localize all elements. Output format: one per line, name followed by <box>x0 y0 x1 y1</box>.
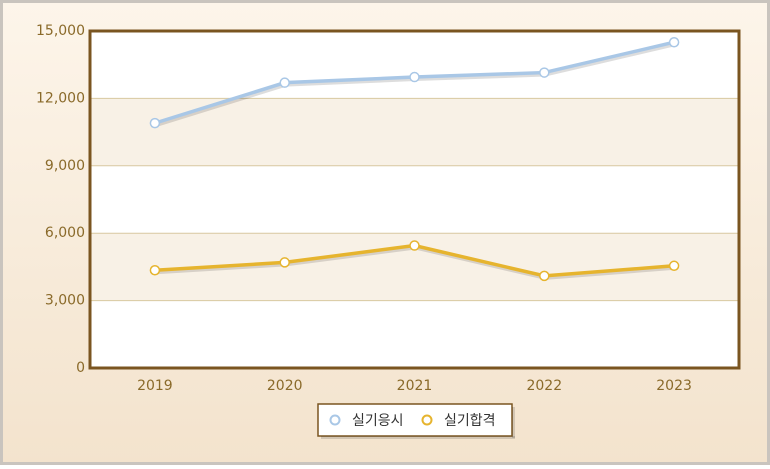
data-point <box>279 257 290 268</box>
y-tick-label: 3,000 <box>45 293 85 309</box>
legend: 실기응시 실기합격 <box>317 403 515 439</box>
data-point <box>539 67 550 78</box>
legend-marker <box>421 414 433 426</box>
data-point <box>149 265 161 276</box>
x-tick-label: 2022 <box>526 378 562 394</box>
legend-label: 실기응시 <box>352 413 404 429</box>
legend-marker <box>329 414 341 426</box>
data-point <box>539 270 550 282</box>
x-tick-label: 2019 <box>137 378 173 394</box>
x-tick-label: 2023 <box>656 378 692 394</box>
legend-label: 실기합격 <box>444 413 496 429</box>
data-point <box>279 77 290 88</box>
x-tick-label: 2021 <box>397 378 433 394</box>
plot-border <box>88 29 741 370</box>
data-point <box>409 240 420 251</box>
y-tick-label: 15,000 <box>36 23 85 39</box>
data-point <box>668 36 680 48</box>
plot-area <box>90 31 739 368</box>
grid-band <box>90 98 739 166</box>
data-point <box>149 117 161 129</box>
data-point <box>409 71 420 83</box>
y-tick-label: 9,000 <box>45 158 85 174</box>
legend-box <box>317 403 513 437</box>
y-tick-label: 6,000 <box>45 225 85 241</box>
data-point <box>668 260 680 272</box>
y-tick-label: 12,000 <box>36 90 85 106</box>
x-tick-label: 2020 <box>267 378 303 394</box>
legend-shadow <box>512 407 515 438</box>
legend-shadow <box>321 436 515 439</box>
y-tick-label: 0 <box>76 360 85 376</box>
